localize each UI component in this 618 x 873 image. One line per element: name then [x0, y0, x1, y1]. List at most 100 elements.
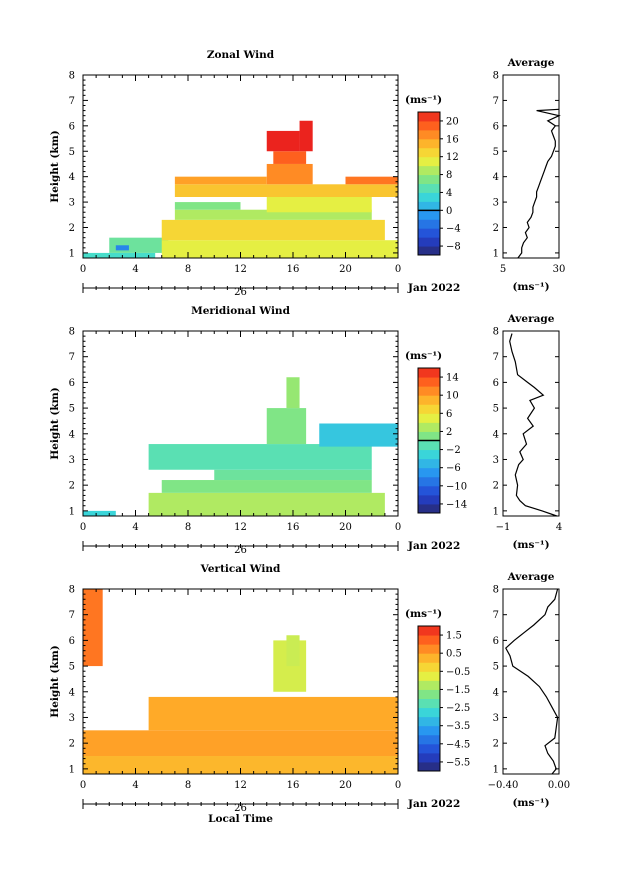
average-y-tick-label: 7 — [493, 352, 499, 363]
colorbar-tick-label: −3.5 — [446, 721, 470, 732]
average-x-label: (ms⁻¹) — [512, 539, 549, 551]
x-tick-label: 20 — [339, 522, 352, 533]
date-label: Jan 2022 — [407, 282, 460, 294]
heatmap-cell — [148, 492, 385, 516]
colorbar-segment — [418, 395, 440, 405]
colorbar-segment — [418, 476, 440, 487]
y-tick-label: 3 — [69, 713, 75, 724]
heatmap-cell — [83, 756, 398, 774]
colorbar-tick-label: 6 — [446, 409, 452, 420]
heatmap-cell — [319, 423, 398, 447]
heatmap-cell — [174, 176, 267, 185]
colorbar-segment — [418, 716, 440, 727]
average-x-tick-label: 4 — [556, 522, 562, 533]
colorbar-tick-label: 0.5 — [446, 649, 462, 660]
colorbar-tick-label: 12 — [446, 152, 459, 163]
average-x-tick-label: 0.00 — [548, 780, 570, 791]
heatmap-cell — [214, 469, 372, 481]
average-frame — [502, 74, 560, 259]
colorbar-segment — [418, 129, 440, 140]
colorbar-segment — [418, 725, 440, 736]
y-tick-label: 2 — [69, 739, 75, 750]
colorbar-segment — [418, 503, 440, 514]
colorbar-segment — [418, 237, 440, 247]
heatmap-cell — [174, 209, 372, 220]
colorbar-segment — [418, 698, 440, 709]
colorbar-frame — [417, 111, 441, 256]
colorbar-label: (ms⁻¹) — [405, 350, 442, 362]
colorbar-tick-label: −2 — [446, 445, 461, 456]
heatmap-cell — [115, 245, 129, 251]
colorbar-tick-label: −14 — [446, 499, 467, 510]
day-label: 26 — [234, 545, 247, 556]
heatmap-cell — [345, 176, 398, 185]
y-tick-label: 4 — [69, 687, 75, 698]
colorbar-segment — [418, 752, 440, 763]
colorbar-segment — [418, 689, 440, 699]
average-y-tick-label: 4 — [493, 687, 499, 698]
heatmap-cell — [286, 377, 300, 409]
colorbar-segment — [418, 120, 440, 131]
colorbar-tick-label: −1.5 — [446, 685, 470, 696]
x-tick-label: 0 — [395, 264, 401, 275]
x-tick-label: 12 — [234, 780, 247, 791]
colorbar-segment — [418, 422, 440, 432]
average-y-tick-label: 8 — [493, 71, 499, 82]
colorbar-segment — [418, 210, 440, 220]
heatmap-cell — [174, 184, 398, 197]
x-tick-label: 4 — [132, 522, 138, 533]
colorbar-tick-label: 10 — [446, 391, 459, 402]
colorbar-segment — [418, 368, 440, 378]
y-tick-label: 1 — [69, 506, 75, 517]
colorbar-tick-label: −6 — [446, 463, 461, 474]
heatmap-cell — [83, 589, 103, 667]
x-tick-label: 0 — [395, 780, 401, 791]
heatmap-cell — [266, 163, 313, 185]
colorbar-segment — [418, 147, 440, 158]
heatmap-cell — [286, 635, 300, 667]
average-y-tick-label: 5 — [493, 662, 499, 673]
colorbar: 20 16 12 8 4 0 −4 −8 (ms⁻¹) — [405, 94, 461, 256]
average-title: Average — [507, 313, 555, 325]
y-tick-label: 6 — [69, 636, 75, 647]
colorbar-tick-label: −5.5 — [446, 757, 470, 768]
colorbar-tick-label: 4 — [446, 188, 452, 199]
colorbar-segment — [418, 440, 440, 451]
x-tick-label: 0 — [395, 522, 401, 533]
y-tick-label: 6 — [69, 121, 75, 132]
colorbar-tick-label: −4 — [446, 224, 461, 235]
colorbar-segment — [418, 138, 440, 149]
x-axis-label: Local Time — [208, 813, 273, 825]
colorbar-segment — [418, 707, 440, 718]
average-profile-line — [517, 108, 561, 259]
heatmap-cell — [161, 240, 398, 258]
average-x-tick-label: −0.40 — [488, 780, 519, 791]
average-y-tick-label: 8 — [493, 585, 499, 596]
colorbar-tick-label: −8 — [446, 242, 461, 253]
heatmap-cell — [83, 510, 116, 516]
colorbar-segment — [418, 626, 440, 636]
colorbar-segment — [418, 219, 440, 229]
heatmap-cell — [299, 120, 313, 152]
colorbar-tick-label: 14 — [446, 373, 459, 384]
average-y-tick-label: 3 — [493, 713, 499, 724]
average-x-tick-label: 30 — [553, 264, 566, 275]
y-tick-label: 8 — [69, 585, 75, 596]
colorbar-segment — [418, 467, 440, 478]
colorbar-segment — [418, 680, 440, 690]
colorbar-segment — [418, 761, 440, 772]
colorbar-segment — [418, 662, 440, 672]
colorbar-segment — [418, 156, 440, 167]
colorbar-segment — [418, 228, 440, 238]
y-tick-label: 8 — [69, 71, 75, 82]
y-tick-label: 8 — [69, 327, 75, 338]
colorbar-segment — [418, 413, 440, 423]
average-profile-line — [509, 333, 557, 517]
colorbar-tick-label: −4.5 — [446, 739, 470, 750]
colorbar-segment — [418, 494, 440, 505]
colorbar-segment — [418, 635, 440, 645]
average-y-tick-label: 3 — [493, 198, 499, 209]
y-tick-label: 3 — [69, 198, 75, 209]
